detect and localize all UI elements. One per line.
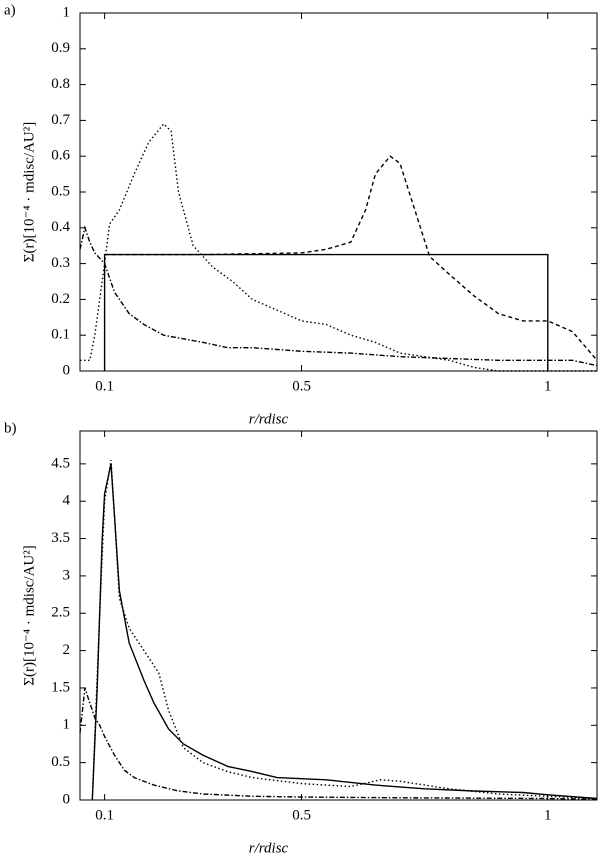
y-axis-label: Σ(r)[10⁻⁴ · mdisc/AU²] [21, 122, 37, 263]
x-tick-label: 0.1 [95, 378, 114, 394]
plot-frame [79, 12, 598, 372]
y-tick-label: 0.7 [51, 112, 70, 128]
x-tick-label: 1 [544, 807, 552, 823]
panel-label: b) [4, 420, 17, 436]
data-line [103, 253, 549, 371]
x-tick-label: 0.5 [292, 807, 311, 823]
plot-frame [79, 430, 598, 801]
data-line [104, 155, 598, 361]
x-axis-label: r/rdisc [249, 411, 289, 427]
x-tick-label: 0.5 [292, 378, 311, 394]
y-tick-label: 0.6 [51, 148, 70, 164]
y-tick-label: 2 [63, 642, 71, 658]
y-tick-label: 0.8 [51, 76, 70, 92]
panel-label: a) [4, 2, 16, 18]
y-tick-label: 4 [63, 493, 71, 509]
y-tick-label: 0 [63, 791, 71, 807]
y-tick-label: 2.5 [51, 605, 70, 621]
y-tick-label: 0.4 [51, 219, 70, 235]
y-tick-label: 3.5 [51, 530, 70, 546]
x-tick-label: 1 [544, 378, 552, 394]
data-line [91, 463, 598, 801]
y-tick-label: 1.5 [51, 679, 70, 695]
y-tick-label: 0.1 [51, 327, 70, 343]
x-axis-label: r/rdisc [249, 840, 289, 856]
y-tick-label: 3 [63, 567, 71, 583]
y-tick-label: 4.5 [51, 455, 70, 471]
y-tick-label: 1 [63, 717, 71, 733]
y-tick-label: 0.5 [51, 754, 70, 770]
y-tick-label: 0.5 [51, 183, 70, 199]
data-line [80, 122, 597, 372]
y-tick-label: 0.3 [51, 255, 70, 271]
y-tick-label: 1 [63, 4, 71, 20]
data-line [79, 687, 598, 800]
y-axis-label: Σ(r)[10⁻⁴ · mdisc/AU²] [21, 545, 37, 686]
y-tick-label: 0.9 [51, 40, 70, 56]
y-tick-label: 0.2 [51, 291, 70, 307]
y-tick-label: 0 [63, 362, 71, 378]
x-tick-label: 0.1 [95, 807, 114, 823]
data-line [91, 459, 598, 801]
data-line [79, 225, 598, 367]
